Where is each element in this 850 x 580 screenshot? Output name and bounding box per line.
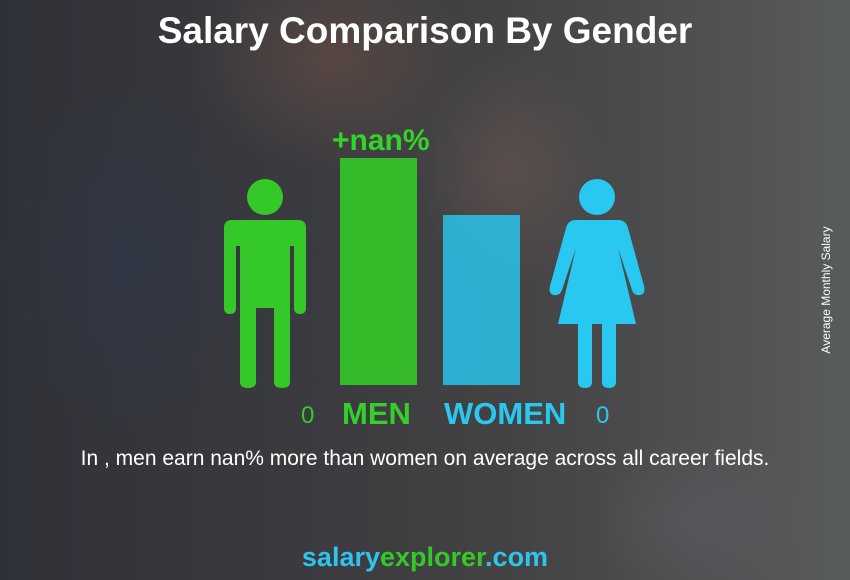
bar-women — [443, 215, 520, 385]
women-value-label: 0 — [596, 402, 610, 429]
women-label: WOMEN — [444, 396, 567, 431]
chart-title: Salary Comparison By Gender — [157, 10, 693, 51]
brand-part-salary: salary — [301, 542, 380, 572]
brand-logo[interactable]: salaryexplorer.com — [0, 542, 850, 573]
difference-label: +nan% — [332, 124, 430, 157]
caption: In , men earn nan% more than women on av… — [80, 447, 770, 470]
men-label: MEN — [342, 396, 411, 431]
bar-men — [340, 158, 417, 385]
male-icon — [224, 179, 306, 388]
y-axis-label: Average Monthly Salary — [819, 226, 833, 354]
brand-part-com: .com — [485, 542, 549, 572]
brand-part-explorer: explorer — [379, 542, 486, 572]
men-value-label: 0 — [301, 402, 315, 429]
female-icon — [549, 179, 645, 388]
